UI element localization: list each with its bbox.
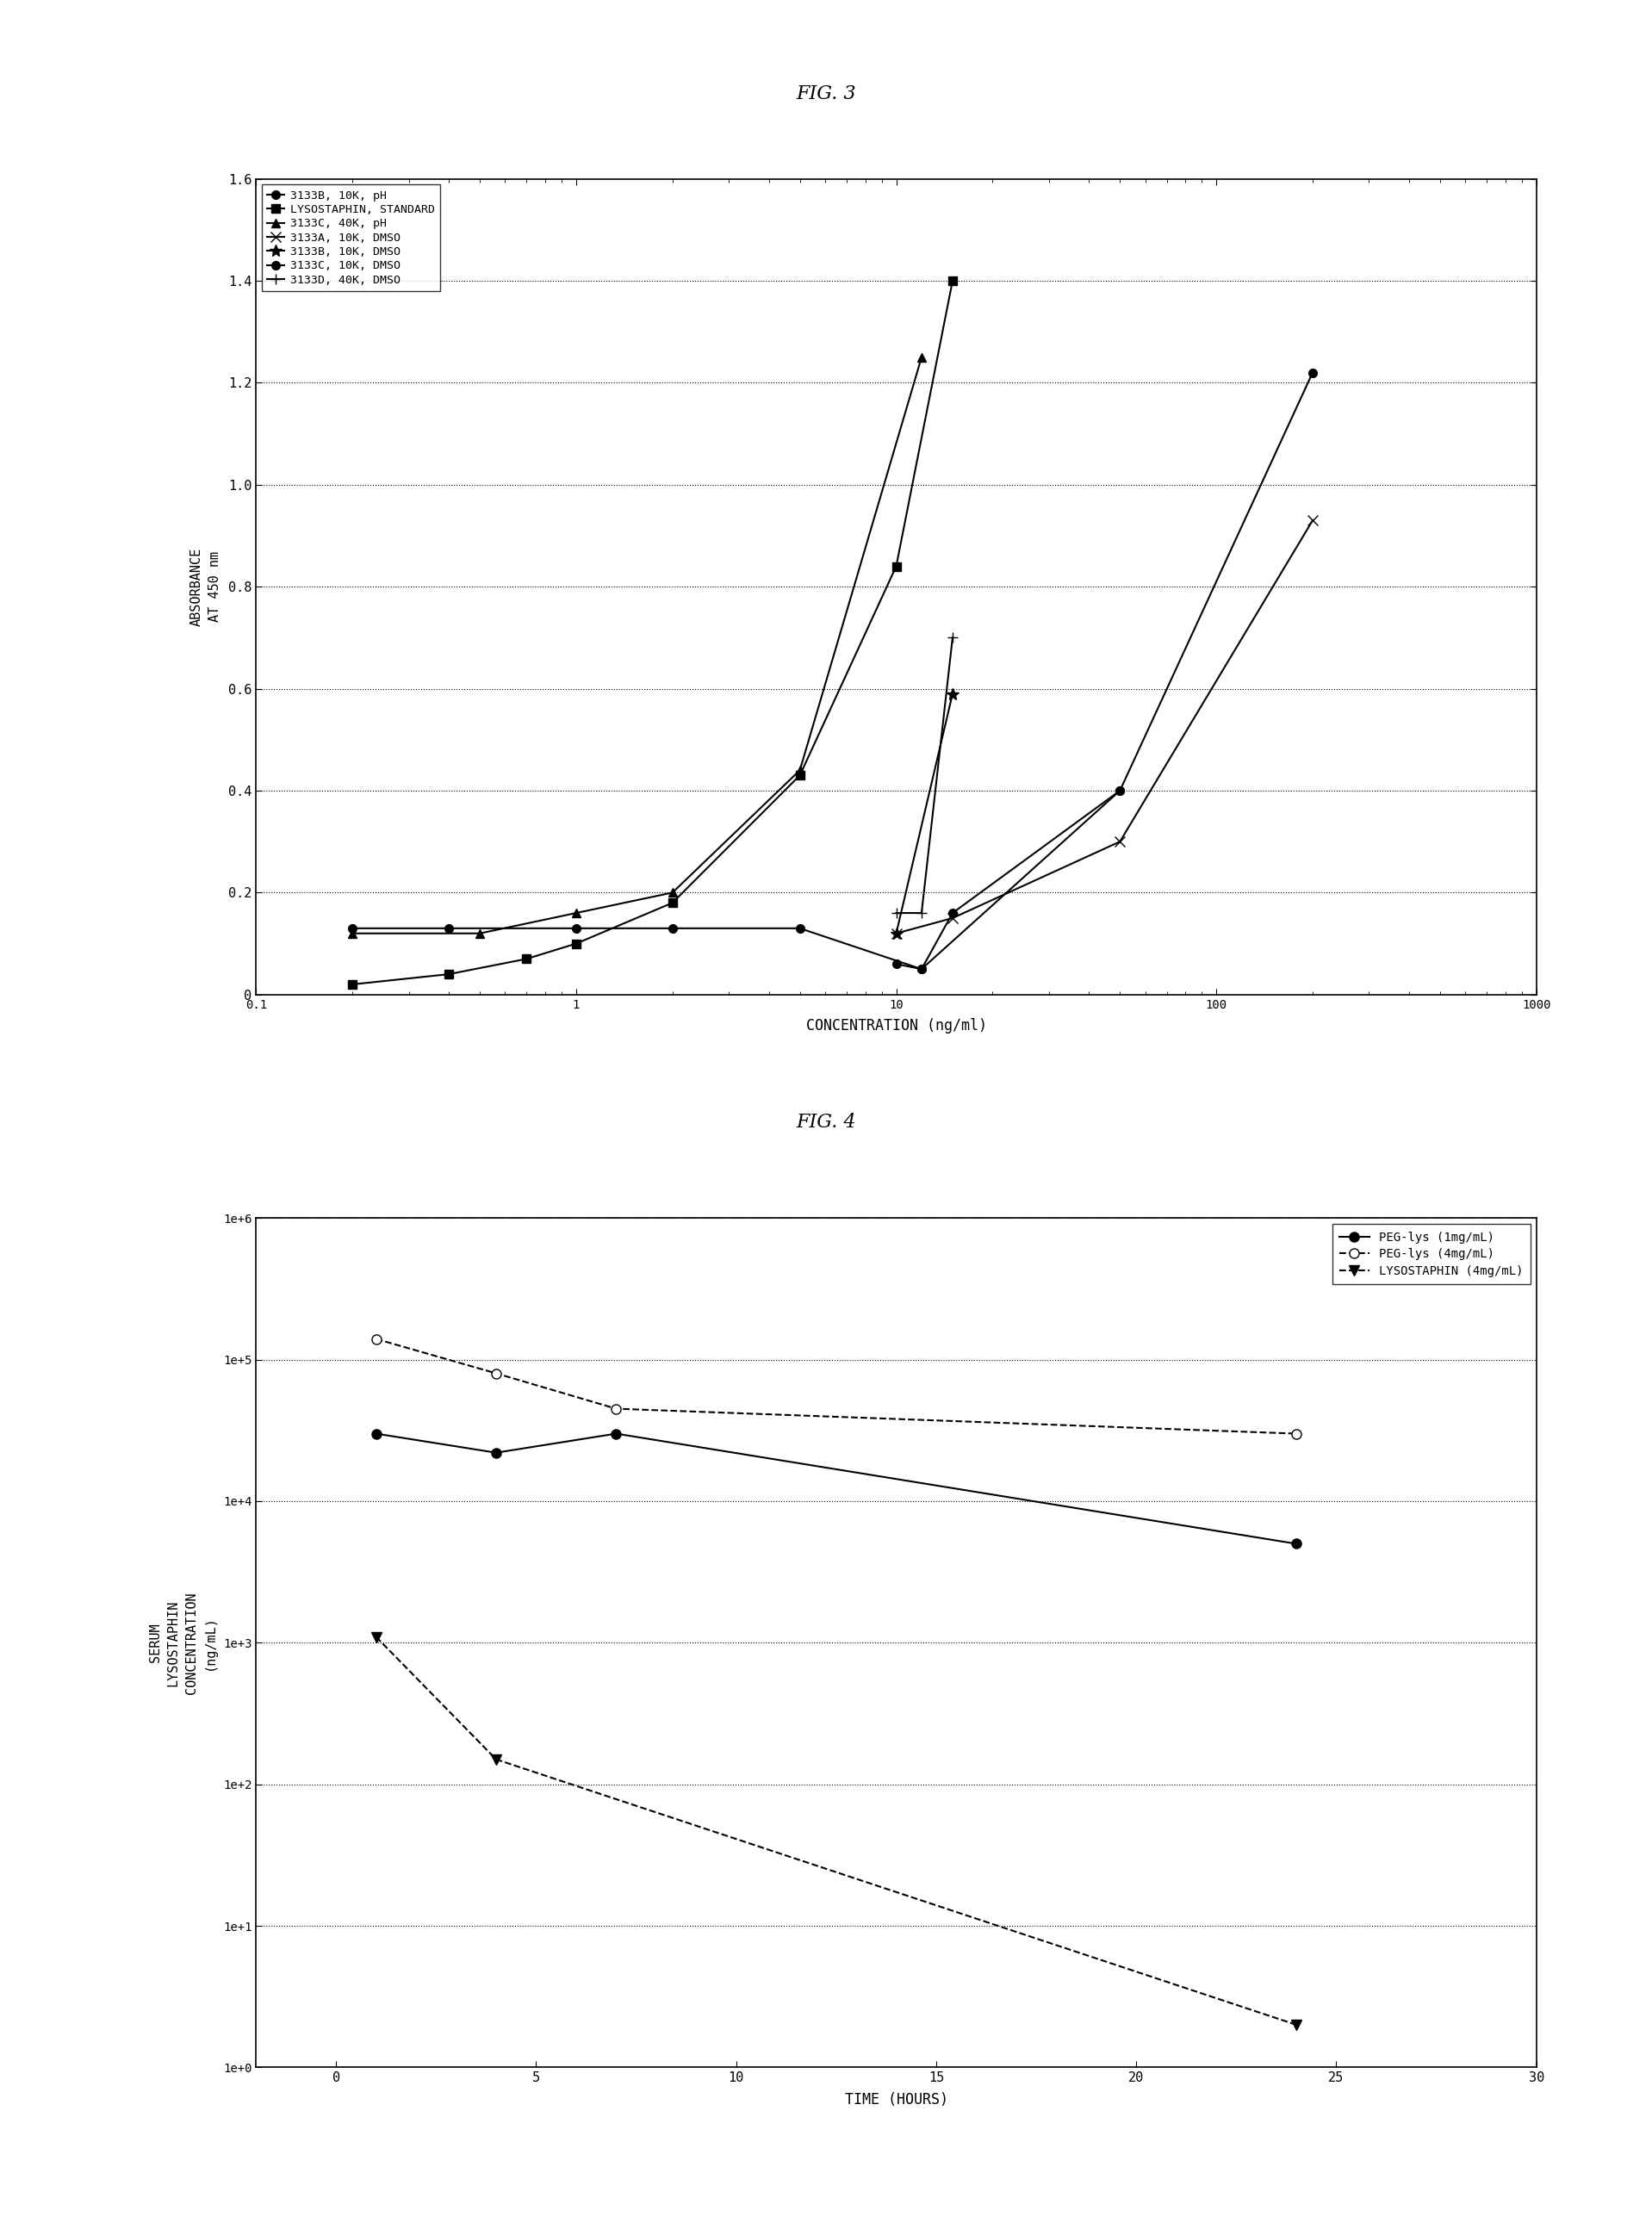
Y-axis label: SERUM
LYSOSTAPHIN
CONCENTRATION
(ng/mL): SERUM LYSOSTAPHIN CONCENTRATION (ng/mL) — [149, 1591, 216, 1694]
X-axis label: CONCENTRATION (ng/ml): CONCENTRATION (ng/ml) — [806, 1017, 986, 1033]
Legend: PEG-lys (1mg/mL), PEG-lys (4mg/mL), LYSOSTAPHIN (4mg/mL): PEG-lys (1mg/mL), PEG-lys (4mg/mL), LYSO… — [1332, 1225, 1530, 1285]
Text: FIG. 3: FIG. 3 — [796, 85, 856, 103]
Y-axis label: ABSORBANCE
AT 450 nm: ABSORBANCE AT 450 nm — [190, 548, 221, 626]
X-axis label: TIME (HOURS): TIME (HOURS) — [844, 2092, 948, 2108]
Legend: 3133B, 10K, pH, LYSOSTAPHIN, STANDARD, 3133C, 40K, pH, 3133A, 10K, DMSO, 3133B, : 3133B, 10K, pH, LYSOSTAPHIN, STANDARD, 3… — [261, 186, 441, 291]
Text: FIG. 4: FIG. 4 — [796, 1113, 856, 1131]
